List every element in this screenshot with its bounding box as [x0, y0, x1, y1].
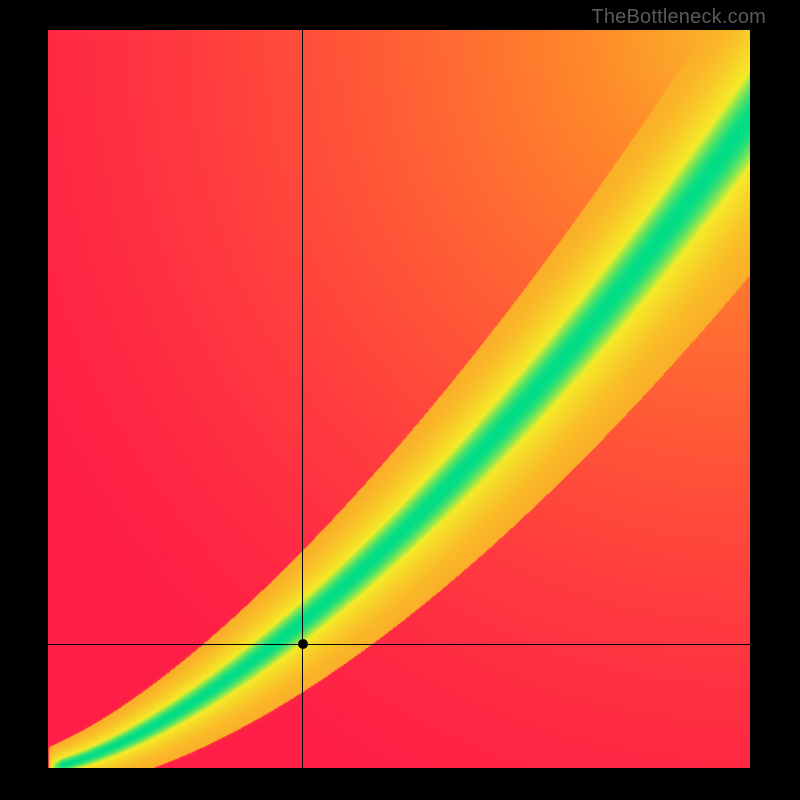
watermark-text: TheBottleneck.com [591, 6, 766, 29]
heatmap-plot [48, 30, 750, 768]
crosshair-marker [298, 639, 308, 649]
crosshair-horizontal [48, 644, 750, 645]
crosshair-vertical [302, 30, 303, 768]
heatmap-canvas [48, 30, 750, 768]
